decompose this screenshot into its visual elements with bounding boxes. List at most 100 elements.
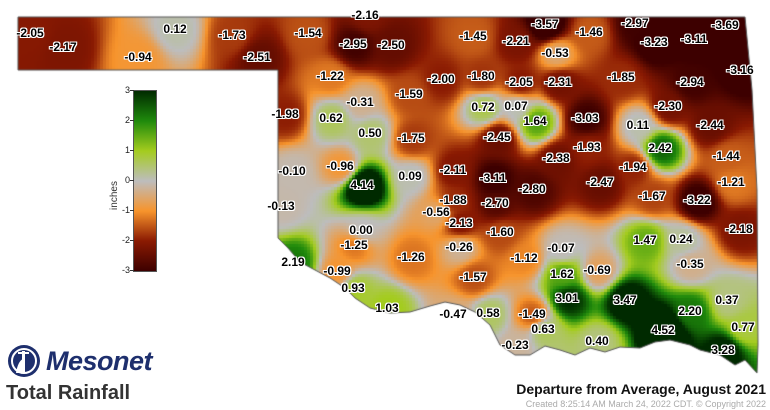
station-value: 0.58 (476, 306, 500, 320)
station-value: 2.20 (678, 304, 702, 318)
legend-tick-mark (130, 180, 134, 181)
station-value: 0.00 (349, 223, 373, 237)
legend-tick-mark (130, 150, 134, 151)
station-value: 0.77 (731, 320, 755, 334)
station-value: -1.49 (518, 307, 546, 321)
station-value: -2.97 (621, 16, 649, 30)
station-value: -2.16 (351, 8, 379, 22)
color-legend-bar (133, 90, 157, 272)
station-value: -2.94 (676, 75, 704, 89)
station-value: -3.69 (711, 18, 739, 32)
station-value: 0.72 (471, 100, 495, 114)
legend-tick-label: -3 (121, 265, 130, 275)
station-value: -1.25 (340, 238, 368, 252)
legend-tick-label: 2 (124, 115, 130, 125)
mesonet-logo: Mesonet (6, 343, 153, 379)
station-value: -1.12 (510, 251, 538, 265)
station-value: -0.53 (541, 46, 569, 60)
station-value: -1.59 (395, 87, 423, 101)
station-value: -0.26 (445, 240, 473, 254)
product-title: Total Rainfall (6, 382, 131, 404)
station-value: -0.31 (346, 95, 374, 109)
station-value: -1.57 (459, 270, 487, 284)
station-value: -0.23 (501, 338, 529, 352)
station-value: 0.07 (504, 99, 528, 113)
station-value: -0.69 (583, 263, 611, 277)
station-value: 2.19 (281, 255, 305, 269)
station-value: -2.31 (544, 75, 572, 89)
station-value: -1.60 (486, 225, 514, 239)
station-value: -0.10 (278, 164, 306, 178)
station-value: -3.23 (640, 35, 668, 49)
station-value: -0.96 (326, 159, 354, 173)
station-value: 1.47 (633, 233, 657, 247)
station-value: 0.09 (398, 169, 422, 183)
station-value: 3.28 (711, 343, 735, 357)
legend-tick-label: 0 (124, 175, 130, 185)
station-value: 2.42 (648, 141, 672, 155)
station-value: 0.63 (531, 322, 555, 336)
station-value: -3.03 (571, 111, 599, 125)
station-value: -1.26 (397, 250, 425, 264)
legend-tick-mark (130, 90, 134, 91)
station-value: -3.11 (479, 171, 507, 185)
station-value: 0.62 (319, 111, 343, 125)
station-value: -1.88 (439, 193, 467, 207)
station-value: -2.95 (339, 37, 367, 51)
station-value: 1.62 (550, 267, 574, 281)
legend-tick-label: 3 (124, 85, 130, 95)
station-value: -2.21 (502, 34, 530, 48)
station-value: -2.05 (16, 26, 44, 40)
logo-text: Mesonet (46, 345, 153, 376)
legend-tick-label: -2 (121, 235, 130, 245)
station-value: -0.13 (267, 199, 295, 213)
station-value: -3.16 (726, 63, 754, 77)
station-value: -2.05 (505, 75, 533, 89)
station-value: -1.45 (459, 29, 487, 43)
station-value: -0.99 (323, 264, 351, 278)
station-value: -1.46 (575, 25, 603, 39)
station-value: -3.22 (683, 193, 711, 207)
legend-tick-mark (130, 210, 134, 211)
legend-tick-label: -1 (121, 205, 130, 215)
station-value: -1.75 (397, 131, 425, 145)
mesonet-tower-icon (8, 345, 40, 377)
station-value: 4.14 (350, 178, 374, 192)
legend-tick-label: 1 (124, 145, 130, 155)
legend-tick-mark (130, 240, 134, 241)
station-value: -2.38 (542, 151, 570, 165)
legend-tick-mark (130, 120, 134, 121)
station-value: -2.80 (518, 182, 546, 196)
station-value: -1.67 (638, 189, 666, 203)
map-subtitle: Departure from Average, August 2021 (516, 381, 766, 397)
station-value: -3.11 (680, 32, 708, 46)
station-value: 0.11 (626, 118, 650, 132)
legend-unit-label: inches (108, 181, 120, 210)
station-value: -1.85 (607, 70, 635, 84)
station-value: 1.03 (375, 301, 399, 315)
station-value: -2.11 (439, 163, 467, 177)
station-value: 3.47 (613, 293, 637, 307)
station-value: -1.93 (573, 140, 601, 154)
station-value: 3.01 (555, 291, 579, 305)
station-value: -2.30 (654, 99, 682, 113)
station-value: -1.94 (619, 160, 647, 174)
station-value: 0.24 (669, 232, 693, 246)
station-value: -2.50 (377, 38, 405, 52)
station-value: -1.54 (294, 26, 322, 40)
station-value: -3.57 (531, 17, 559, 31)
station-value: -2.13 (445, 216, 473, 230)
station-value: -0.56 (422, 205, 450, 219)
station-value: -2.00 (427, 72, 455, 86)
station-value: -0.47 (439, 307, 467, 321)
station-value: 0.50 (358, 126, 382, 140)
station-value: -1.73 (218, 28, 246, 42)
station-value: -2.70 (481, 196, 509, 210)
station-value: -0.94 (124, 50, 152, 64)
station-value: -2.44 (696, 118, 724, 132)
station-value: 0.93 (341, 281, 365, 295)
station-value: -2.18 (725, 222, 753, 236)
station-value: -1.22 (316, 69, 344, 83)
